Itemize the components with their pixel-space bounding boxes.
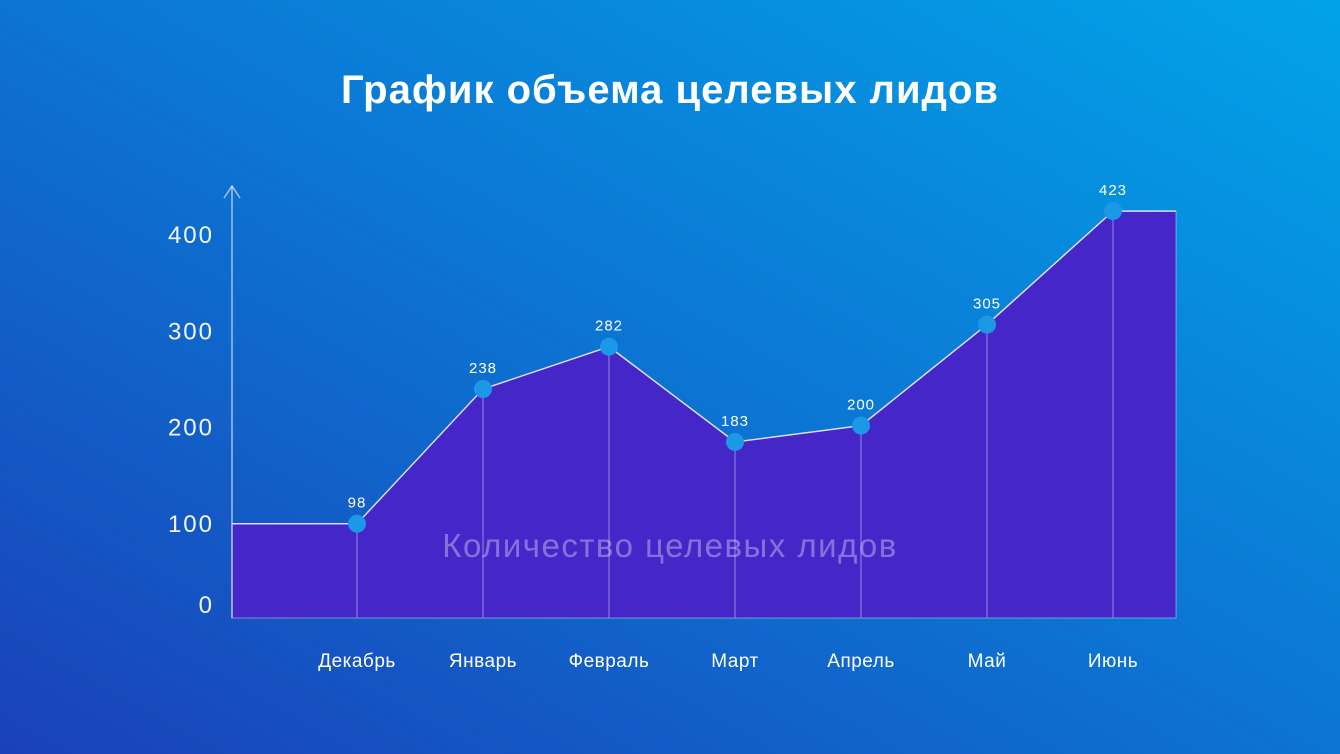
value-label: 98	[348, 495, 367, 512]
x-tick-label: Март	[711, 651, 758, 672]
x-tick-label: Май	[968, 651, 1007, 672]
value-label: 200	[847, 397, 875, 414]
chart-title: График объема целевых лидов	[341, 68, 999, 112]
y-tick-label: 0	[199, 592, 214, 619]
x-tick-label: Январь	[449, 651, 517, 672]
value-label: 282	[595, 318, 623, 335]
x-tick-label: Июнь	[1088, 651, 1138, 672]
x-tick-label: Февраль	[569, 651, 650, 672]
series-watermark-label: Количество целевых лидов	[442, 527, 898, 564]
data-point	[348, 514, 366, 533]
data-point	[978, 315, 996, 334]
value-label: 238	[469, 360, 497, 377]
y-tick-label: 200	[168, 415, 214, 442]
y-tick-label: 300	[168, 318, 214, 345]
data-point	[1104, 202, 1122, 221]
data-point	[600, 337, 618, 356]
data-point	[726, 432, 744, 451]
y-tick-label: 400	[168, 222, 214, 249]
data-point	[852, 416, 870, 435]
value-label: 183	[721, 413, 749, 430]
value-label: 305	[973, 296, 1001, 313]
x-tick-label: Апрель	[827, 651, 894, 672]
data-point	[474, 380, 492, 399]
y-tick-label: 100	[168, 511, 214, 538]
x-tick-label: Декабрь	[318, 651, 396, 672]
y-axis-arrow-icon	[223, 184, 241, 199]
value-label: 423	[1099, 182, 1127, 199]
